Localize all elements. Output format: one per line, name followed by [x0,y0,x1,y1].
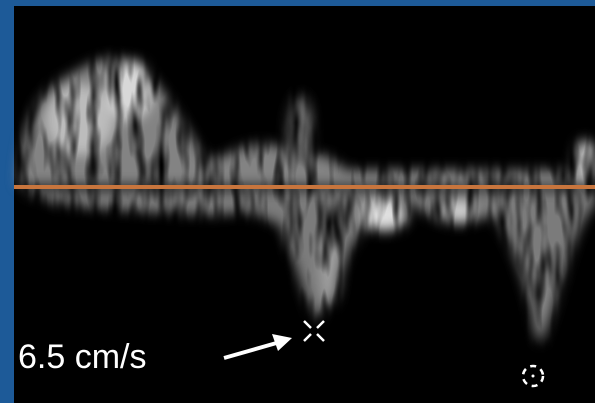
baseline [14,185,595,189]
caliper-center [532,375,535,378]
page: 6.5 cm/s (() => { const data = JSON.pars… [0,0,595,403]
doppler-view: 6.5 cm/s [0,0,595,403]
velocity-label: 6.5 cm/s [18,338,146,376]
